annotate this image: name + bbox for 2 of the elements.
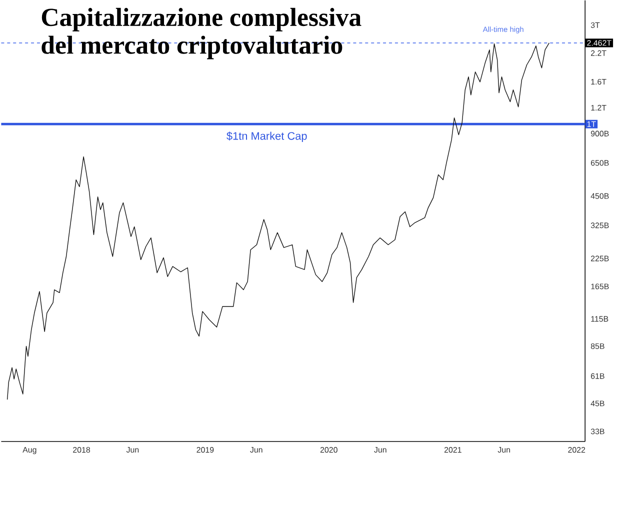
text: Capitalizzazione complessiva del mercato criptovalutario	[42, 8, 362, 59]
ref-line-label: $1tn Market Cap	[226, 131, 307, 142]
